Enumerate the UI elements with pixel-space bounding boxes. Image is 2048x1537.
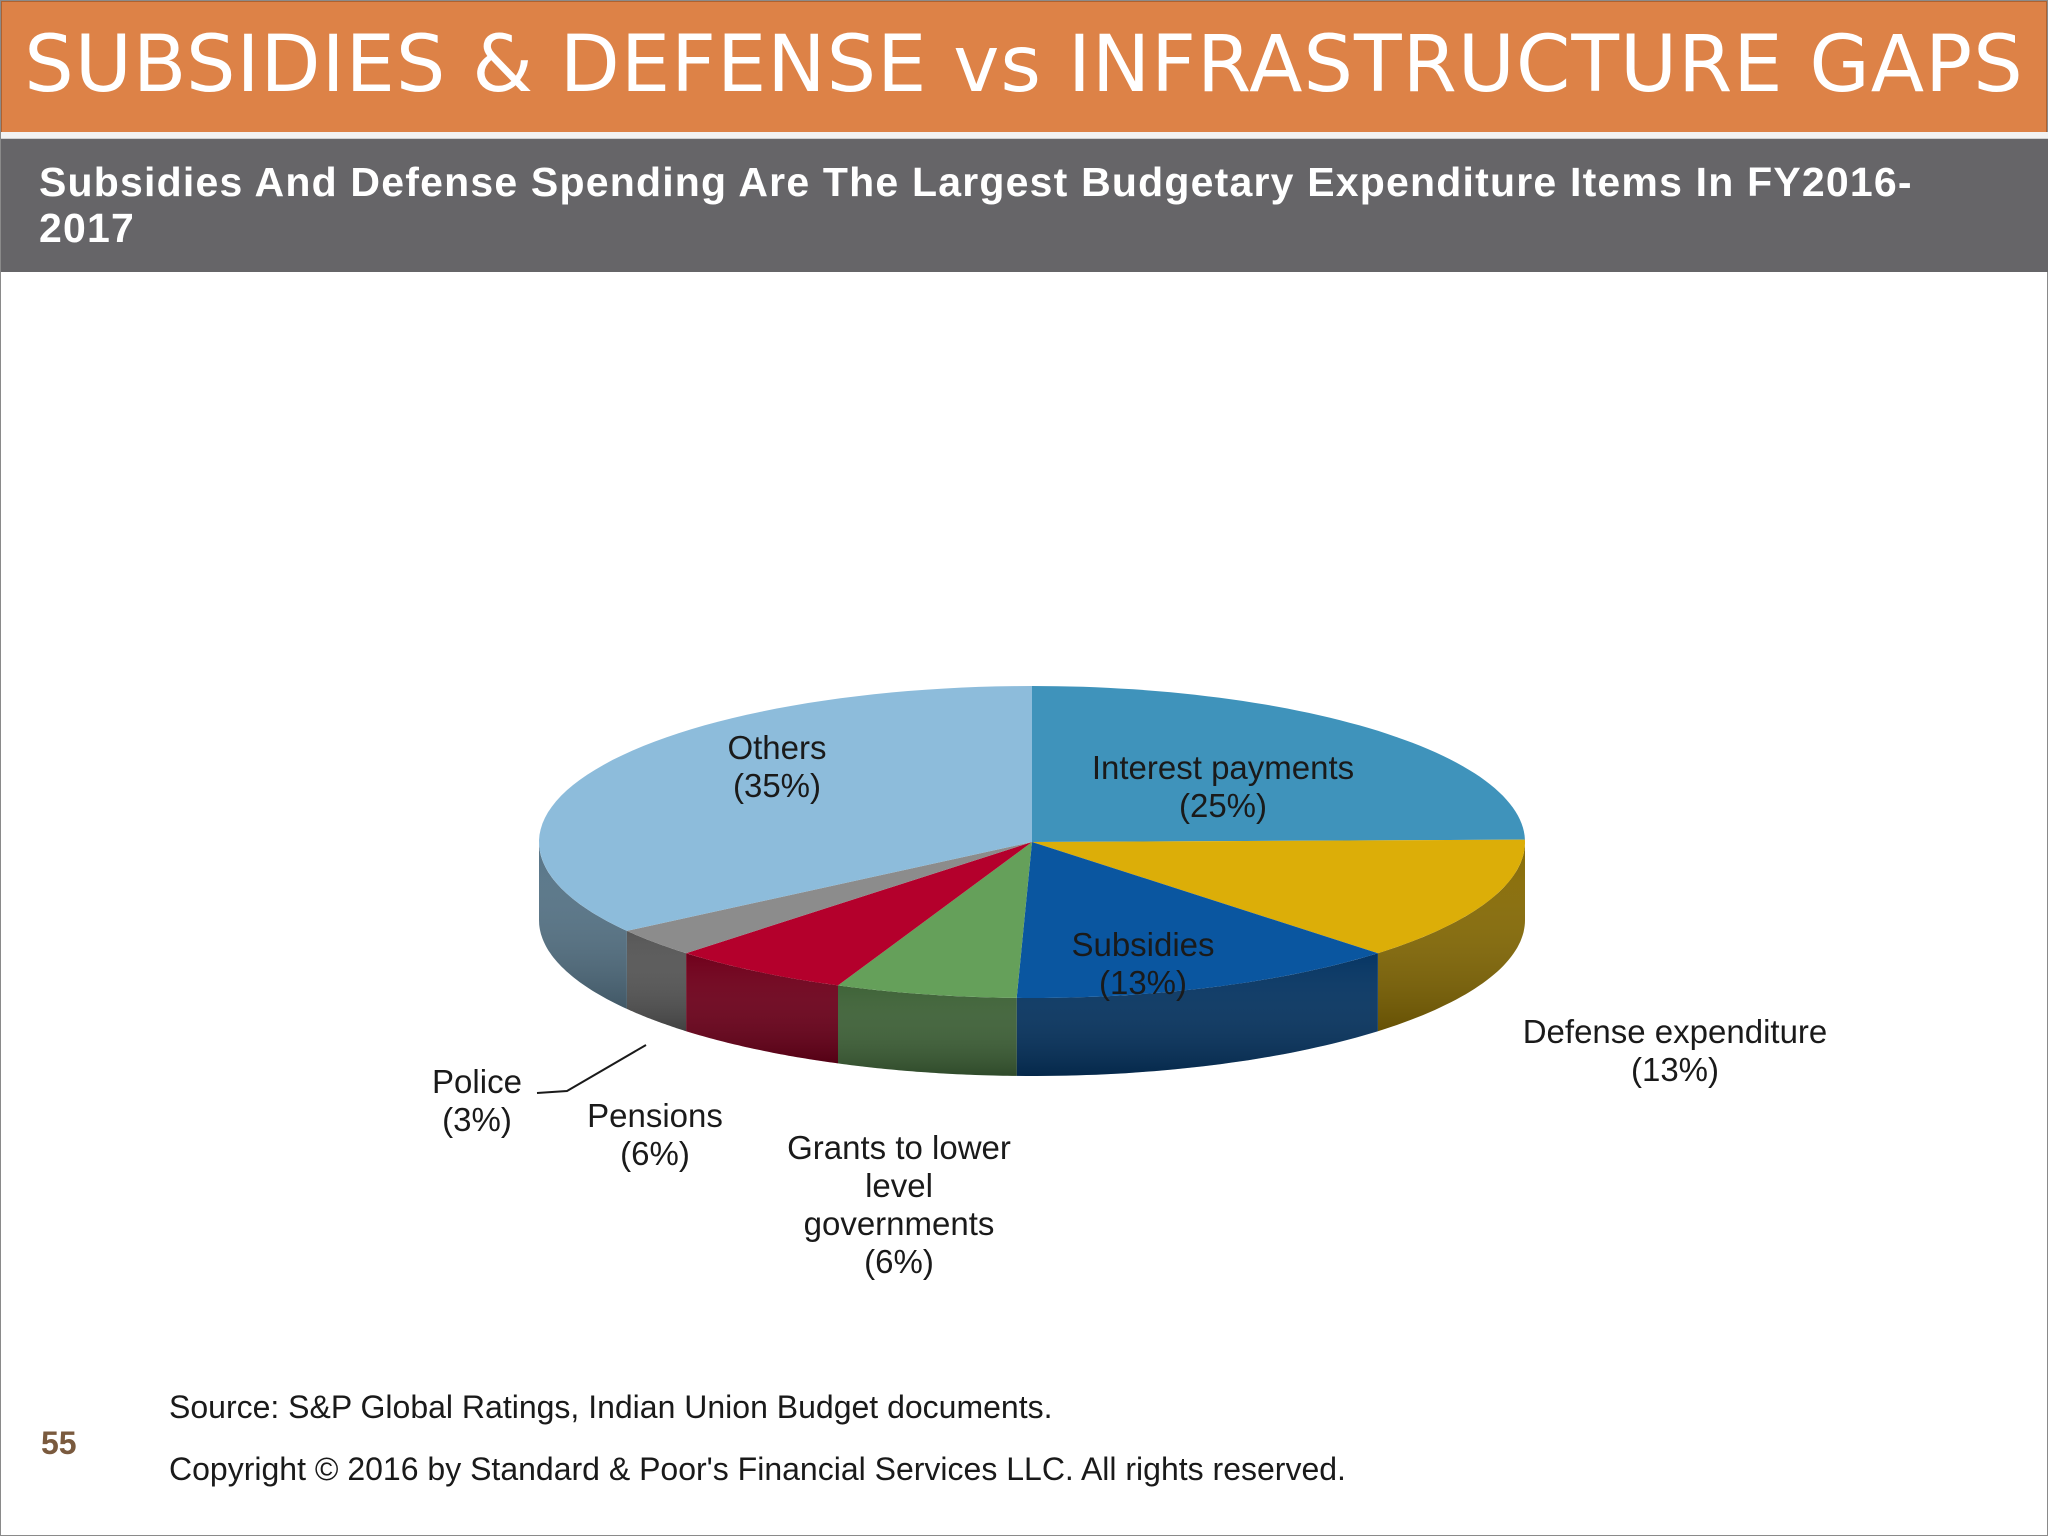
pie-side-subsidies-shade — [1016, 953, 1378, 1076]
data-label-line: (35%) — [733, 767, 821, 804]
data-label-line: governments — [804, 1205, 995, 1242]
data-label-line: Grants to lower — [787, 1129, 1011, 1166]
data-label-line: Defense expenditure — [1523, 1013, 1828, 1050]
data-label-grants-to-lower-level-governments: Grants to lower level governments (6%) — [787, 1129, 1011, 1280]
page-number: 55 — [41, 1425, 77, 1461]
data-label-line: Pensions — [587, 1097, 723, 1134]
pie-sides — [539, 842, 1525, 1076]
data-label-others: Others (35%) — [727, 729, 826, 804]
pie-slice-police — [626, 842, 1032, 954]
data-label-line: (6%) — [620, 1135, 690, 1172]
subtitle-bar: Subsidies And Defense Spending Are The L… — [1, 139, 2048, 272]
data-label-line: (3%) — [442, 1101, 512, 1138]
data-label-interest-payments: Interest payments (25%) — [1092, 749, 1354, 824]
pie-side-police-shade — [626, 930, 687, 1032]
pie-side-grants-to-lower-level-governments-shade — [838, 985, 1017, 1076]
pie-slice-grants-to-lower-level-governments — [838, 842, 1032, 998]
pie-slice-interest-payments — [1032, 686, 1525, 842]
slide-title: SUBSIDIES & DEFENSE vs INFRASTRUCTURE GA… — [24, 20, 2024, 110]
data-label-defense-expenditure: Defense expenditure (13%) — [1523, 1013, 1828, 1088]
data-label-line: (6%) — [864, 1243, 934, 1280]
data-label-pensions: Pensions (6%) — [587, 1097, 723, 1172]
pie-side-pensions-shade — [686, 953, 838, 1064]
pie-slice-defense-expenditure — [1032, 839, 1525, 954]
pie-slice-others — [539, 686, 1032, 931]
pie-tops — [539, 686, 1525, 998]
pie-labels: Interest payments (25%) Defense expenditur… — [432, 729, 1827, 1280]
data-label-line: Interest payments — [1092, 749, 1354, 786]
pie-slice-pensions — [686, 842, 1032, 986]
data-label-subsidies: Subsidies (13%) — [1071, 926, 1214, 1001]
data-label-line: (13%) — [1631, 1051, 1719, 1088]
data-label-line: (13%) — [1099, 964, 1187, 1001]
leader-line-police — [536, 1044, 647, 1094]
pie-side-others-shade — [539, 842, 627, 1009]
title-divider — [1, 132, 2048, 139]
pie-slice-subsidies — [1016, 842, 1378, 998]
data-label-line: level — [865, 1167, 933, 1204]
copyright-note: Copyright © 2016 by Standard & Poor's Fi… — [169, 1451, 1346, 1487]
data-label-police: Police (3%) — [432, 1063, 522, 1138]
chart-subtitle: Subsidies And Defense Spending Are The L… — [39, 159, 1913, 251]
data-label-line: Police — [432, 1063, 522, 1100]
data-label-line: Others — [727, 729, 826, 766]
pie-side-defense-expenditure-shade — [1377, 842, 1525, 1032]
title-bar: SUBSIDIES & DEFENSE vs INFRASTRUCTURE GA… — [1, 1, 2047, 133]
data-label-line: (25%) — [1179, 787, 1267, 824]
data-label-line: Subsidies — [1071, 926, 1214, 963]
source-note: Source: S&P Global Ratings, Indian Union… — [169, 1389, 1053, 1425]
pie-leader-lines — [536, 1044, 647, 1094]
